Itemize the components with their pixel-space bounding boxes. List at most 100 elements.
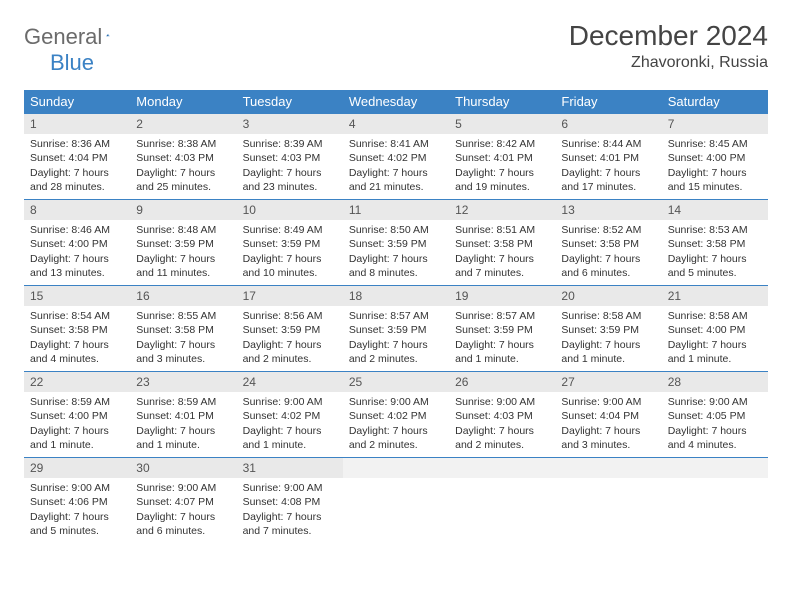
daylight-text: and 1 minute.	[243, 438, 337, 452]
day-number: 6	[555, 113, 661, 134]
daylight-text: and 3 minutes.	[561, 438, 655, 452]
sunrise-text: Sunrise: 8:52 AM	[561, 223, 655, 237]
day-content: Sunrise: 8:58 AMSunset: 4:00 PMDaylight:…	[662, 306, 768, 370]
sunset-text: Sunset: 3:58 PM	[30, 323, 124, 337]
daylight-text: and 5 minutes.	[668, 266, 762, 280]
sunrise-text: Sunrise: 8:51 AM	[455, 223, 549, 237]
weekday-header-row: Sunday Monday Tuesday Wednesday Thursday…	[24, 90, 768, 113]
sunset-text: Sunset: 4:00 PM	[668, 151, 762, 165]
daylight-text: Daylight: 7 hours	[668, 166, 762, 180]
daylight-text: and 1 minute.	[136, 438, 230, 452]
calendar-cell: ..	[343, 457, 449, 543]
calendar-cell: 24Sunrise: 9:00 AMSunset: 4:02 PMDayligh…	[237, 371, 343, 457]
daylight-text: and 4 minutes.	[668, 438, 762, 452]
sunset-text: Sunset: 3:58 PM	[136, 323, 230, 337]
calendar-row: 15Sunrise: 8:54 AMSunset: 3:58 PMDayligh…	[24, 285, 768, 371]
sunrise-text: Sunrise: 9:00 AM	[561, 395, 655, 409]
brand-logo: General	[24, 24, 130, 50]
sunset-text: Sunset: 4:01 PM	[136, 409, 230, 423]
daylight-text: Daylight: 7 hours	[349, 424, 443, 438]
daylight-text: Daylight: 7 hours	[136, 166, 230, 180]
daylight-text: Daylight: 7 hours	[30, 252, 124, 266]
calendar-cell: 4Sunrise: 8:41 AMSunset: 4:02 PMDaylight…	[343, 113, 449, 199]
daylight-text: and 11 minutes.	[136, 266, 230, 280]
sunset-text: Sunset: 4:06 PM	[30, 495, 124, 509]
day-number: 12	[449, 199, 555, 220]
day-content: Sunrise: 8:36 AMSunset: 4:04 PMDaylight:…	[24, 134, 130, 198]
calendar-cell: 1Sunrise: 8:36 AMSunset: 4:04 PMDaylight…	[24, 113, 130, 199]
day-number: 29	[24, 457, 130, 478]
sunrise-text: Sunrise: 8:48 AM	[136, 223, 230, 237]
sunset-text: Sunset: 4:00 PM	[30, 409, 124, 423]
sunrise-text: Sunrise: 8:55 AM	[136, 309, 230, 323]
daylight-text: and 2 minutes.	[349, 438, 443, 452]
sunset-text: Sunset: 4:03 PM	[243, 151, 337, 165]
day-number: 30	[130, 457, 236, 478]
day-content: Sunrise: 8:48 AMSunset: 3:59 PMDaylight:…	[130, 220, 236, 284]
calendar-cell: 7Sunrise: 8:45 AMSunset: 4:00 PMDaylight…	[662, 113, 768, 199]
calendar-cell: 26Sunrise: 9:00 AMSunset: 4:03 PMDayligh…	[449, 371, 555, 457]
weekday-header: Saturday	[662, 90, 768, 113]
sunset-text: Sunset: 4:01 PM	[455, 151, 549, 165]
daylight-text: and 4 minutes.	[30, 352, 124, 366]
daylight-text: and 15 minutes.	[668, 180, 762, 194]
day-number: 27	[555, 371, 661, 392]
day-number: 16	[130, 285, 236, 306]
day-content: Sunrise: 8:42 AMSunset: 4:01 PMDaylight:…	[449, 134, 555, 198]
brand-part1: General	[24, 24, 102, 50]
day-content: Sunrise: 9:00 AMSunset: 4:03 PMDaylight:…	[449, 392, 555, 456]
calendar-cell: 13Sunrise: 8:52 AMSunset: 3:58 PMDayligh…	[555, 199, 661, 285]
daylight-text: Daylight: 7 hours	[136, 424, 230, 438]
day-number: 21	[662, 285, 768, 306]
day-content: Sunrise: 8:39 AMSunset: 4:03 PMDaylight:…	[237, 134, 343, 198]
calendar-cell: 29Sunrise: 9:00 AMSunset: 4:06 PMDayligh…	[24, 457, 130, 543]
daylight-text: and 25 minutes.	[136, 180, 230, 194]
daylight-text: Daylight: 7 hours	[243, 424, 337, 438]
sunrise-text: Sunrise: 8:39 AM	[243, 137, 337, 151]
day-content: Sunrise: 8:57 AMSunset: 3:59 PMDaylight:…	[449, 306, 555, 370]
daylight-text: Daylight: 7 hours	[136, 338, 230, 352]
day-content: Sunrise: 9:00 AMSunset: 4:02 PMDaylight:…	[237, 392, 343, 456]
daylight-text: and 8 minutes.	[349, 266, 443, 280]
sunrise-text: Sunrise: 9:00 AM	[243, 395, 337, 409]
daylight-text: and 21 minutes.	[349, 180, 443, 194]
daylight-text: Daylight: 7 hours	[668, 338, 762, 352]
calendar-cell: 6Sunrise: 8:44 AMSunset: 4:01 PMDaylight…	[555, 113, 661, 199]
weekday-header: Tuesday	[237, 90, 343, 113]
day-content: Sunrise: 8:51 AMSunset: 3:58 PMDaylight:…	[449, 220, 555, 284]
daylight-text: and 1 minute.	[455, 352, 549, 366]
sunset-text: Sunset: 3:58 PM	[455, 237, 549, 251]
day-content: Sunrise: 9:00 AMSunset: 4:07 PMDaylight:…	[130, 478, 236, 542]
weekday-header: Thursday	[449, 90, 555, 113]
calendar-cell: 11Sunrise: 8:50 AMSunset: 3:59 PMDayligh…	[343, 199, 449, 285]
day-content: Sunrise: 8:46 AMSunset: 4:00 PMDaylight:…	[24, 220, 130, 284]
sunset-text: Sunset: 3:59 PM	[561, 323, 655, 337]
day-number: 25	[343, 371, 449, 392]
sunrise-text: Sunrise: 8:57 AM	[349, 309, 443, 323]
daylight-text: Daylight: 7 hours	[561, 166, 655, 180]
day-number: 1	[24, 113, 130, 134]
sunset-text: Sunset: 3:58 PM	[668, 237, 762, 251]
sunset-text: Sunset: 3:58 PM	[561, 237, 655, 251]
daylight-text: and 2 minutes.	[455, 438, 549, 452]
daylight-text: and 7 minutes.	[455, 266, 549, 280]
day-number: 3	[237, 113, 343, 134]
calendar-cell: ..	[449, 457, 555, 543]
day-number: 4	[343, 113, 449, 134]
sunset-text: Sunset: 4:03 PM	[455, 409, 549, 423]
sunset-text: Sunset: 3:59 PM	[349, 323, 443, 337]
calendar-cell: 3Sunrise: 8:39 AMSunset: 4:03 PMDaylight…	[237, 113, 343, 199]
sunrise-text: Sunrise: 8:44 AM	[561, 137, 655, 151]
daylight-text: and 10 minutes.	[243, 266, 337, 280]
calendar-cell: 28Sunrise: 9:00 AMSunset: 4:05 PMDayligh…	[662, 371, 768, 457]
calendar-cell: 17Sunrise: 8:56 AMSunset: 3:59 PMDayligh…	[237, 285, 343, 371]
calendar-row: 8Sunrise: 8:46 AMSunset: 4:00 PMDaylight…	[24, 199, 768, 285]
calendar-cell: 27Sunrise: 9:00 AMSunset: 4:04 PMDayligh…	[555, 371, 661, 457]
daylight-text: Daylight: 7 hours	[455, 252, 549, 266]
daylight-text: Daylight: 7 hours	[243, 510, 337, 524]
daylight-text: Daylight: 7 hours	[30, 338, 124, 352]
sunrise-text: Sunrise: 8:49 AM	[243, 223, 337, 237]
sunrise-text: Sunrise: 8:41 AM	[349, 137, 443, 151]
daylight-text: and 23 minutes.	[243, 180, 337, 194]
daylight-text: Daylight: 7 hours	[30, 510, 124, 524]
